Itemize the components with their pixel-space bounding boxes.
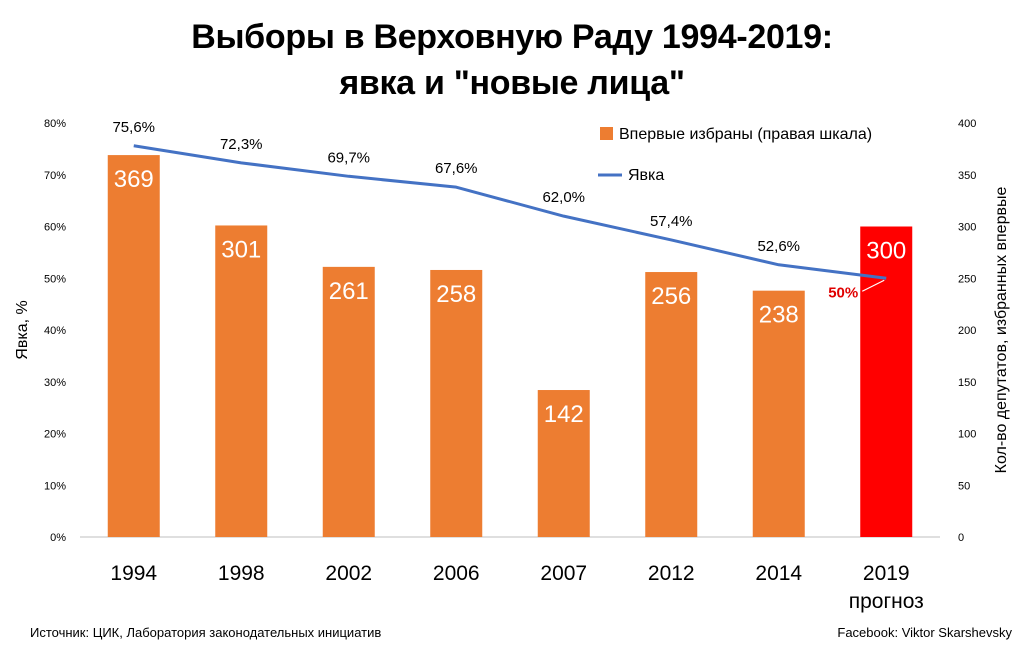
bar [537, 390, 590, 537]
bar [430, 269, 483, 537]
x-tick-label: 2006 [433, 562, 480, 585]
y-left-tick-label: 80% [44, 118, 66, 130]
bar-value-label: 300 [866, 238, 906, 265]
author-credit: Facebook: Viktor Skarshevsky [837, 625, 1012, 640]
y-right-tick-label: 300 [958, 222, 976, 234]
y-right-tick-label: 0 [958, 532, 964, 544]
line-value-label: 69,7% [327, 149, 370, 166]
title-line-1: Выборы в Верховную Раду 1994-2019: [191, 18, 833, 56]
y-left-tick-label: 30% [44, 377, 66, 389]
forecast-leader-line [861, 279, 885, 292]
x-tick-label: 2007 [540, 562, 587, 585]
bar-value-label: 301 [221, 236, 261, 263]
legend-label-line: Явка [628, 167, 664, 184]
y-left-tick-label: 50% [44, 273, 66, 285]
bar [752, 290, 805, 537]
title-line-2: явка и "новые лица" [339, 64, 685, 102]
y-right-axis-title: Кол-во депутатов, избранных впервые [993, 187, 1010, 474]
line-value-label: 57,4% [650, 213, 693, 230]
bar-value-label: 256 [651, 283, 691, 310]
x-tick-label: 2012 [648, 562, 695, 585]
x-tick-label: 2014 [755, 562, 802, 585]
series-line-turnout [133, 144, 887, 280]
source-note: Источник: ЦИК, Лаборатория законодательн… [30, 625, 382, 640]
bar [215, 225, 268, 537]
y-left-tick-label: 10% [44, 480, 66, 492]
bar [860, 226, 913, 537]
y-right-tick-label: 250 [958, 273, 976, 285]
legend-label-bar: Впервые избраны (правая шкала) [619, 126, 872, 143]
y-right-tick-label: 50 [958, 480, 970, 492]
bar [107, 155, 160, 537]
line-value-label-forecast: 50% [828, 284, 858, 301]
line-value-label: 75,6% [112, 119, 155, 136]
bar [322, 266, 375, 537]
y-left-tick-label: 60% [44, 222, 66, 234]
line-value-label: 67,6% [435, 160, 478, 177]
bar [645, 272, 698, 537]
bar-value-label: 369 [114, 166, 154, 193]
y-left-tick-label: 0% [50, 532, 66, 544]
line-value-label: 62,0% [542, 189, 585, 206]
y-left-tick-label: 20% [44, 429, 66, 441]
y-right-tick-label: 100 [958, 429, 976, 441]
y-right-tick-label: 400 [958, 118, 976, 130]
x-tick-label: 1994 [110, 562, 157, 585]
x-tick-label: 2019 [863, 562, 910, 585]
y-right-tick-label: 200 [958, 325, 976, 337]
bar-value-label: 261 [329, 278, 369, 305]
x-tick-label: 2002 [325, 562, 372, 585]
y-right-tick-label: 350 [958, 170, 976, 182]
y-left-axis-title: Явка, % [14, 300, 31, 359]
y-left-tick-label: 70% [44, 170, 66, 182]
legend-swatch-bar [600, 127, 613, 140]
y-left-tick-label: 40% [44, 325, 66, 337]
y-right-tick-label: 150 [958, 377, 976, 389]
bar-value-label: 258 [436, 281, 476, 308]
bar-value-label: 142 [544, 401, 584, 428]
x-tick-label: 1998 [218, 562, 265, 585]
bar-value-label: 238 [759, 302, 799, 329]
chart-title: Выборы в Верховную Раду 1994-2019: явка … [0, 14, 1024, 106]
line-value-label: 72,3% [220, 136, 263, 153]
line-value-label: 52,6% [757, 238, 800, 255]
x-tick-sublabel: прогноз [849, 590, 924, 613]
